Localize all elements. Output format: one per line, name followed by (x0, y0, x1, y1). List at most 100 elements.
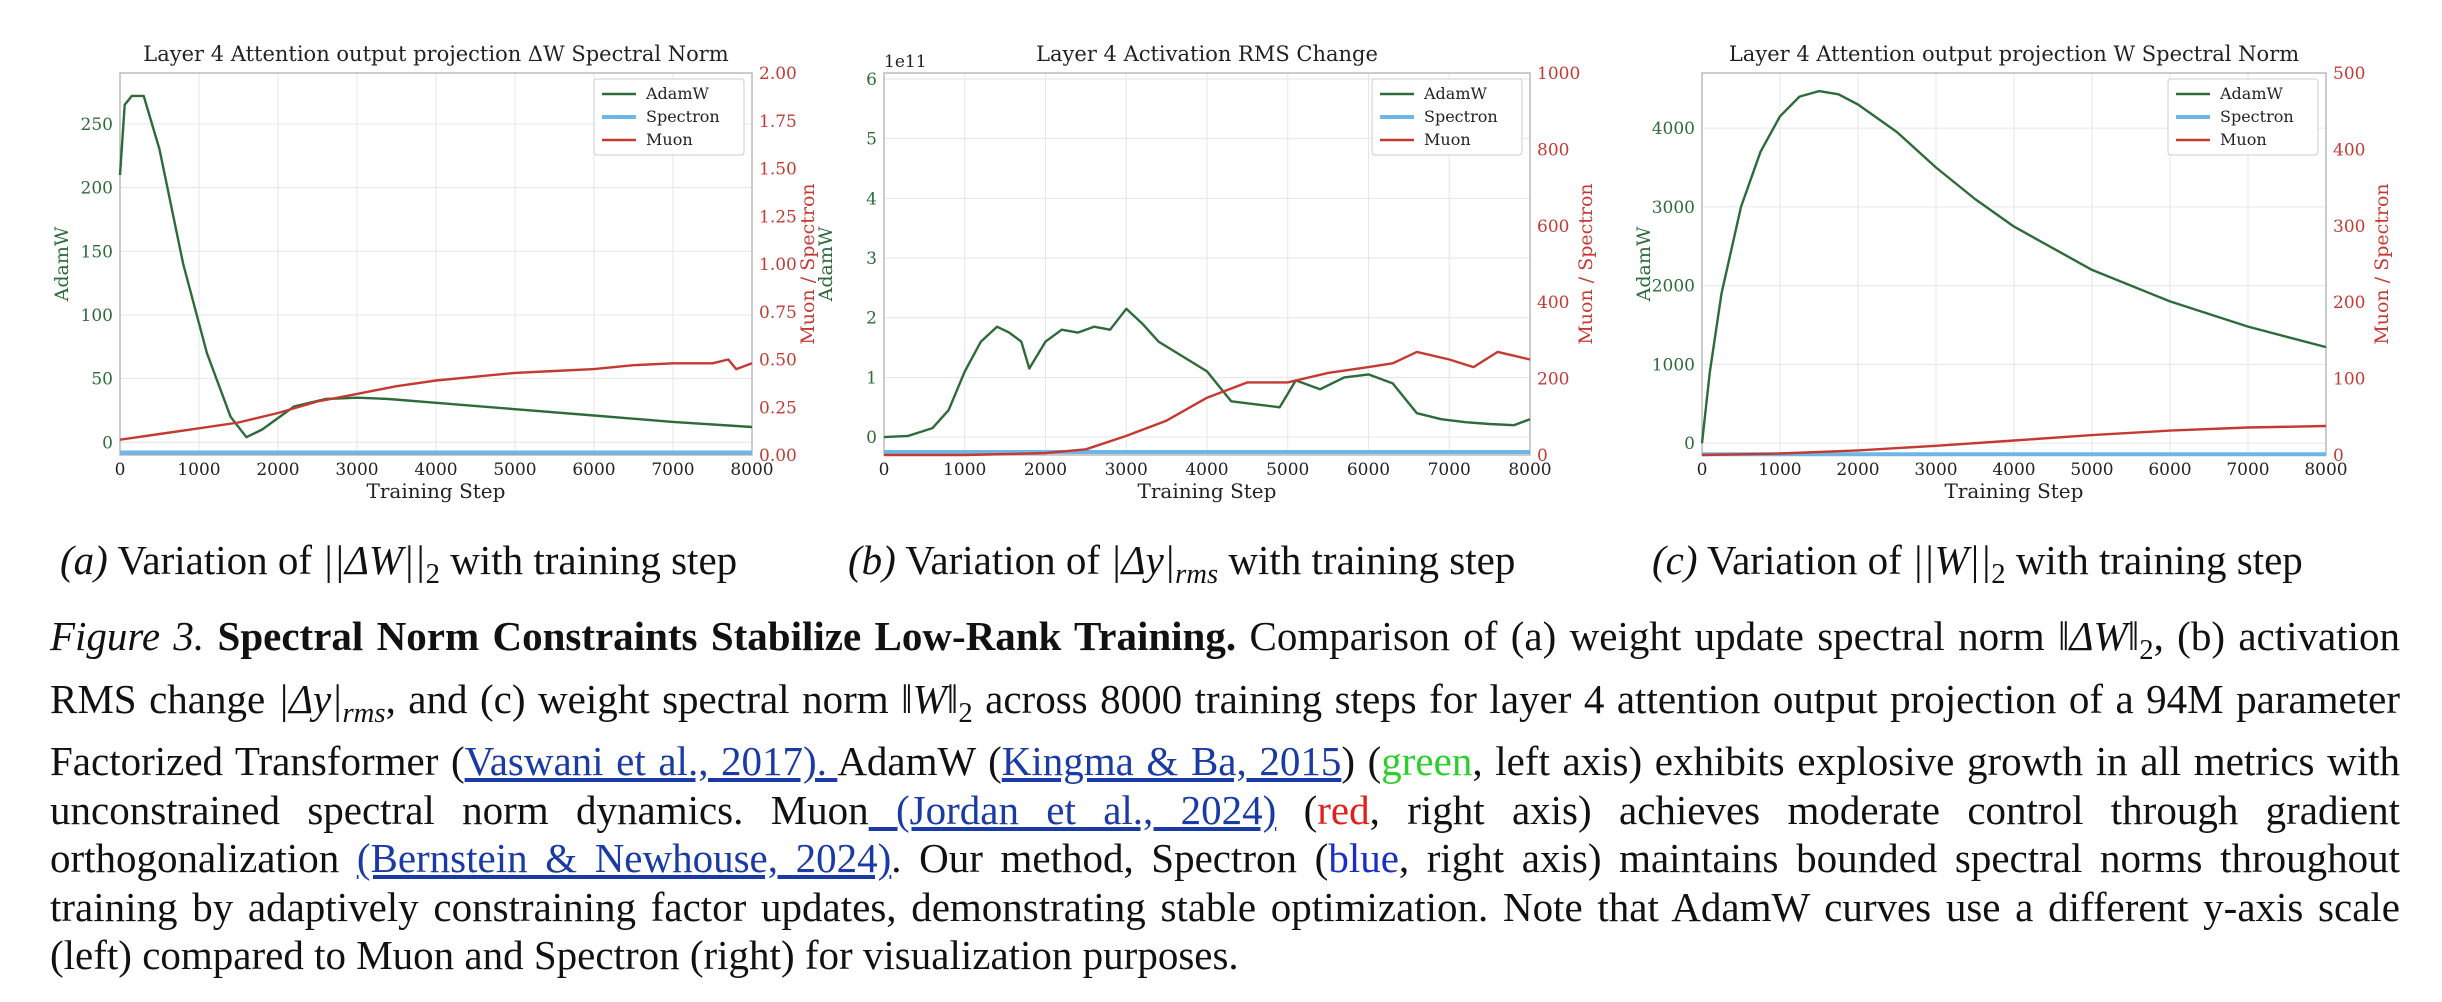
chart-title: Layer 4 Attention output projection ΔW S… (143, 42, 729, 66)
citation-link-jordan[interactable]: (Jordan et al., 2024) (868, 786, 1277, 833)
figure-caption: Figure 3. Spectral Norm Constraints Stab… (50, 612, 2400, 980)
y-left-axis-label: AdamW (51, 226, 73, 302)
caption-text: . Our method, Spectron ( (891, 835, 1329, 882)
y-left-tick-label: 4000 (1652, 119, 1695, 139)
subcaption-a-post: with training step (439, 537, 738, 583)
x-tick-label: 8000 (2304, 460, 2347, 480)
y-right-axis-label: Muon / Spectron (1575, 183, 1597, 344)
citation-link-vaswani[interactable]: Vaswani et al., 2017). (464, 738, 838, 785)
y-left-tick-label: 2 (866, 309, 877, 329)
x-tick-label: 3000 (1105, 460, 1148, 480)
x-tick-label: 3000 (335, 460, 378, 480)
y-right-tick-label: 500 (2333, 64, 2365, 84)
subcaption-a-sub: 2 (425, 558, 440, 591)
y-left-tick-label: 5 (866, 130, 877, 150)
y-right-tick-label: 200 (2333, 293, 2365, 313)
citation-link-bernstein[interactable]: (Bernstein & Newhouse, 2024) (356, 835, 892, 882)
y-right-axis-label: Muon / Spectron (2371, 183, 2393, 344)
y-left-axis-label: AdamW (815, 226, 837, 302)
y-right-tick-label: 0 (1537, 446, 1548, 466)
x-tick-label: 5000 (2070, 460, 2113, 480)
x-tick-label: 0 (115, 460, 126, 480)
subcaption-c-sub: 2 (1991, 558, 2006, 591)
y-left-tick-label: 50 (91, 370, 113, 390)
legend-box (1371, 78, 1523, 156)
caption-color-blue: blue (1328, 835, 1399, 882)
y-left-tick-label: 0 (102, 433, 113, 453)
caption-text: , right axis) maintains bounded spectral… (50, 835, 2401, 979)
series-line-adamw (118, 94, 753, 439)
y-left-tick-label: 1000 (1652, 355, 1695, 375)
legend-box (593, 78, 745, 156)
caption-text: , left axis) exhibits explosive growth i… (50, 738, 2400, 833)
x-tick-label: 4000 (1992, 460, 2035, 480)
subcaption-b: (b) Variation of |Δy|rms with training s… (848, 530, 1515, 590)
y-left-tick-label: 2000 (1652, 277, 1695, 297)
caption-text: across 8000 training steps for layer 4 a… (50, 675, 2400, 785)
plot-frame (119, 72, 753, 456)
series-line-muon (884, 350, 1531, 457)
x-tick-label: 6000 (2148, 460, 2191, 480)
y-right-tick-label: 1000 (1537, 64, 1580, 84)
subcaption-b-pre: Variation of (905, 537, 1111, 583)
legend-label-adamw: AdamW (1423, 84, 1488, 103)
y-left-tick-label: 100 (81, 306, 113, 326)
x-tick-label: 5000 (493, 460, 536, 480)
subcaption-a-math: ||ΔW|| (322, 537, 426, 583)
y-right-tick-label: 0.75 (759, 303, 797, 323)
y-left-tick-label: 150 (81, 242, 113, 262)
legend-label-spectron: Spectron (1424, 107, 1498, 126)
y-right-tick-label: 1.75 (759, 112, 797, 132)
series-line-adamw (1700, 89, 2327, 444)
legend-label-muon: Muon (2220, 130, 2267, 149)
legend-label-adamw: AdamW (2219, 84, 2284, 103)
x-tick-label: 3000 (1914, 460, 1957, 480)
subcaption-c-label: (c) (1652, 537, 1698, 583)
y-right-tick-label: 600 (1537, 217, 1569, 237)
caption-text: ) ( (1341, 738, 1382, 785)
x-tick-label: 2000 (1024, 460, 1067, 480)
caption-text: Comparison of (a) weight update spectral… (1236, 613, 2058, 659)
x-tick-label: 0 (1697, 460, 1708, 480)
citation-link-kingma[interactable]: Kingma & Ba, 2015 (1001, 738, 1342, 785)
caption-text: AdamW ( (837, 738, 1002, 785)
x-tick-label: 5000 (1266, 460, 1309, 480)
y-left-tick-label: 250 (81, 115, 113, 135)
y-right-tick-label: 200 (1537, 370, 1569, 390)
y-right-tick-label: 100 (2333, 370, 2365, 390)
subcaption-b-post: with training step (1218, 537, 1516, 583)
y-right-tick-label: 0.50 (759, 351, 797, 371)
subcaption-a: (a) Variation of ||ΔW||2 with training s… (60, 530, 737, 590)
y-right-tick-label: 800 (1537, 140, 1569, 160)
caption-math-sub: 2 (2139, 634, 2154, 667)
y-left-tick-label: 3000 (1652, 198, 1695, 218)
y-right-tick-label: 0 (2333, 446, 2344, 466)
caption-math: |Δy| (277, 675, 343, 722)
x-tick-label: 1000 (177, 460, 220, 480)
caption-math-sub: rms (342, 696, 386, 729)
y-left-tick-label: 4 (866, 189, 877, 209)
y-left-axis-label: AdamW (1633, 226, 1655, 302)
y-right-axis-label: Muon / Spectron (797, 183, 819, 344)
x-tick-label: 7000 (651, 460, 694, 480)
legend-label-muon: Muon (646, 130, 693, 149)
y-left-tick-label: 6 (866, 70, 877, 90)
series-line-muon (1701, 424, 2327, 457)
series-line-adamw (883, 307, 1531, 439)
caption-text: , right axis) achieves moderate control … (50, 786, 2400, 882)
y-right-tick-label: 400 (1537, 293, 1569, 313)
subcaption-a-pre: Variation of (117, 537, 323, 583)
y-right-tick-label: 1.00 (759, 255, 797, 275)
caption-text: , (b) activation RMS change (50, 613, 2400, 722)
y-right-tick-label: 0.00 (759, 446, 797, 466)
x-axis-label: Training Step (1945, 479, 2084, 503)
y-left-tick-label: 0 (866, 428, 877, 448)
figure-charts: 0 1000 2000 3000 4000 5000 6000 7000 80000501001… (51, 42, 2393, 503)
x-tick-label: 6000 (1347, 460, 1390, 480)
x-tick-label: 2000 (1836, 460, 1879, 480)
x-tick-label: 7000 (1428, 460, 1471, 480)
subcaption-b-math: |Δy| (1110, 537, 1176, 583)
legend-label-muon: Muon (1424, 130, 1471, 149)
x-tick-label: 0 (879, 460, 890, 480)
x-axis-label: Training Step (1138, 479, 1277, 503)
